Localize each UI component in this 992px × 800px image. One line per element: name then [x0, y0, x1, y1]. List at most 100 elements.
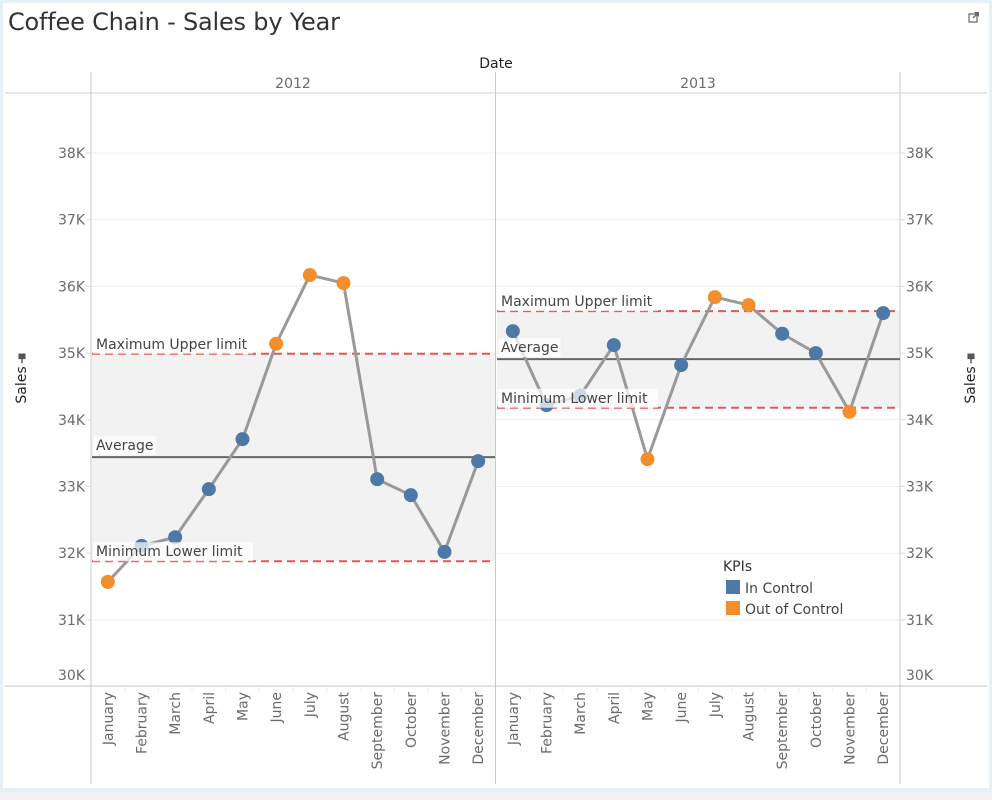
data-point-2012-march[interactable] [168, 530, 183, 545]
x-tick-label-may: May [641, 692, 657, 721]
data-point-2012-july[interactable] [302, 268, 317, 283]
y-tick-label-right: 38K [906, 146, 934, 162]
y-axis-title-right[interactable]: Sales [963, 350, 979, 404]
lower-limit-label-bg [498, 388, 658, 408]
upper-limit-label: Maximum Upper limit [93, 334, 253, 354]
y-tick-label-right: 34K [906, 413, 934, 429]
data-point-2013-december[interactable] [876, 306, 891, 321]
data-point-2012-april[interactable] [201, 482, 216, 497]
lower-limit-label-bg [93, 542, 253, 562]
data-point-2012-august[interactable] [336, 276, 351, 291]
legend: KPIs In Control Out of Control [723, 559, 843, 618]
year-header-2012: 2012 [275, 76, 311, 92]
y-tick-label-right: 37K [906, 213, 934, 229]
upper-limit-label-bg [498, 292, 658, 312]
x-tick-label-january: January [101, 692, 117, 746]
average-label-bg [93, 436, 156, 456]
x-tick-label-october: October [404, 692, 420, 748]
pin-icon[interactable] [15, 350, 29, 364]
upper-limit-label: Maximum Upper limit [498, 292, 658, 312]
data-point-2012-december[interactable] [471, 454, 486, 469]
legend-title: KPIs [723, 559, 752, 575]
x-tick-label-march: March [168, 692, 184, 735]
x-tick-label-may: May [236, 692, 252, 721]
y-axis-title-left[interactable]: Sales [14, 350, 30, 404]
data-point-2012-september[interactable] [370, 472, 385, 487]
external-link-icon-glyph [968, 12, 979, 23]
y-tick-label-right: 33K [906, 480, 934, 496]
y-tick-label-left: 32K [58, 546, 86, 562]
y-tick-label-left: 30K [58, 668, 86, 684]
y-tick-label-left: 38K [58, 146, 86, 162]
external-link-icon[interactable] [968, 8, 980, 23]
data-point-2013-april[interactable] [606, 338, 621, 353]
data-point-2013-august[interactable] [741, 298, 756, 313]
data-point-2013-january[interactable] [505, 324, 520, 339]
x-tick-label-december: December [471, 692, 487, 765]
pin-icon[interactable] [964, 350, 978, 364]
x-tick-label-november: November [843, 692, 859, 765]
data-point-2012-june[interactable] [269, 336, 284, 351]
y-tick-label-right: 35K [906, 346, 934, 362]
y-tick-label-left: 31K [58, 613, 86, 629]
data-point-2013-october[interactable] [808, 346, 823, 361]
dashboard-title: Coffee Chain - Sales by Year [8, 8, 340, 36]
upper-limit-label-text: Maximum Upper limit [96, 337, 248, 353]
year-header-2013: 2013 [680, 76, 716, 92]
upper-limit-label-bg [93, 334, 253, 354]
data-point-2012-october[interactable] [403, 488, 418, 503]
legend-swatch-in-control[interactable] [726, 580, 740, 594]
average-label: Average [498, 338, 561, 358]
y-tick-label-left: 34K [58, 413, 86, 429]
y-tick-label-right: 36K [906, 279, 934, 295]
y-tick-label-right: 30K [906, 668, 934, 684]
x-tick-label-january: January [506, 692, 522, 746]
y-tick-label-left: 33K [58, 480, 86, 496]
y-tick-label-left: 35K [58, 346, 86, 362]
lower-limit-label-text: Minimum Lower limit [96, 544, 243, 560]
x-tick-label-june: June [269, 692, 285, 724]
x-tick-label-february: February [135, 692, 151, 754]
legend-label-out-of-control[interactable]: Out of Control [745, 602, 843, 618]
upper-limit-label-text: Maximum Upper limit [501, 294, 653, 310]
data-point-2013-november[interactable] [842, 404, 857, 419]
x-tick-label-september: September [370, 692, 386, 770]
y-axis-title-text: Sales [14, 366, 30, 403]
average-label-bg [498, 338, 561, 358]
data-point-2013-june[interactable] [674, 358, 689, 373]
lower-limit-label-text: Minimum Lower limit [501, 391, 648, 407]
x-tick-label-september: September [775, 692, 791, 770]
legend-swatch-out-of-control[interactable] [726, 601, 740, 615]
data-point-2013-may[interactable] [640, 452, 655, 467]
data-point-2012-november[interactable] [437, 544, 452, 559]
x-tick-label-july: July [708, 692, 724, 718]
lower-limit-label: Minimum Lower limit [93, 542, 253, 562]
y-tick-label-left: 36K [58, 279, 86, 295]
y-tick-label-right: 31K [906, 613, 934, 629]
legend-label-in-control[interactable]: In Control [745, 581, 813, 597]
x-tick-label-june: June [674, 692, 690, 724]
average-label-text: Average [501, 340, 559, 356]
x-tick-label-august: August [742, 691, 758, 741]
x-tick-label-april: April [202, 692, 218, 724]
data-point-2012-may[interactable] [235, 432, 250, 447]
column-header-date: Date [479, 56, 512, 72]
data-point-2013-september[interactable] [775, 326, 790, 341]
data-point-2013-july[interactable] [707, 290, 722, 305]
x-tick-label-november: November [438, 692, 454, 765]
y-axis-title-text: Sales [963, 366, 979, 403]
x-tick-label-december: December [876, 692, 892, 765]
average-label: Average [93, 436, 156, 456]
y-tick-label-right: 32K [906, 546, 934, 562]
x-tick-label-february: February [540, 692, 556, 754]
y-tick-label-left: 37K [58, 213, 86, 229]
average-label-text: Average [96, 438, 154, 454]
x-tick-label-august: August [337, 691, 353, 741]
x-tick-label-october: October [809, 692, 825, 748]
x-tick-label-july: July [303, 692, 319, 718]
data-point-2012-january[interactable] [100, 574, 115, 589]
x-tick-label-april: April [607, 692, 623, 724]
lower-limit-label: Minimum Lower limit [498, 388, 658, 408]
x-tick-label-march: March [573, 692, 589, 735]
